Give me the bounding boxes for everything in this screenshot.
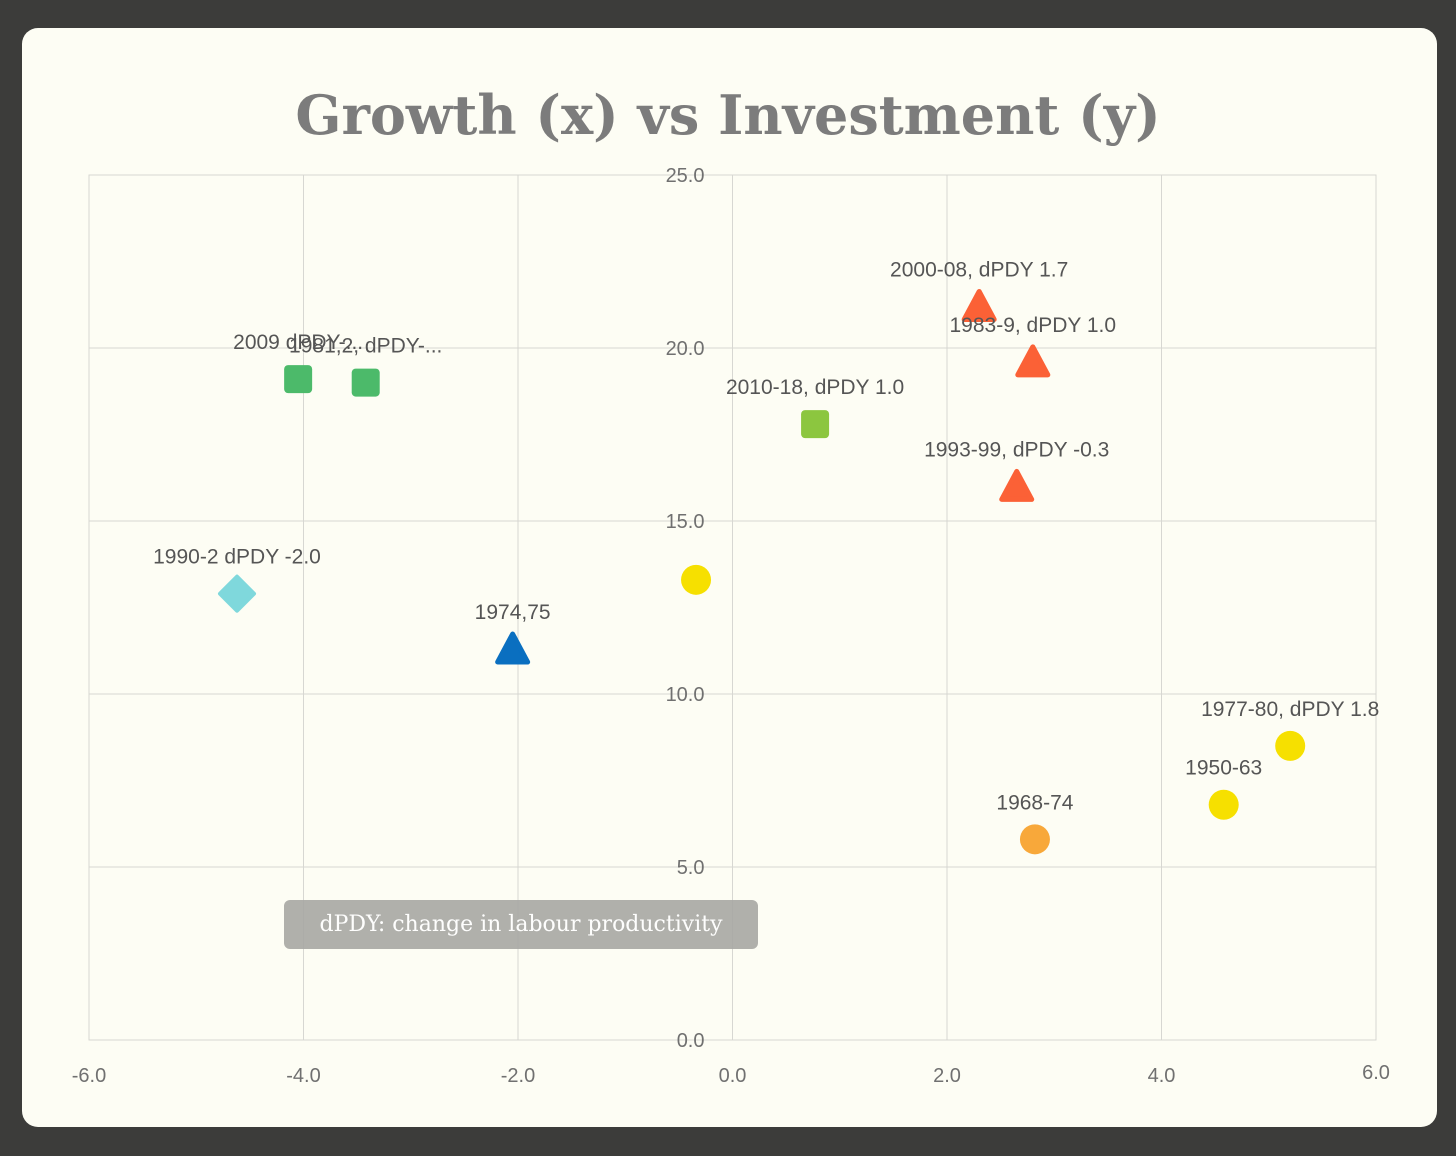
point-label: 1993-99, dPDY -0.3 xyxy=(924,438,1109,461)
data-point xyxy=(1275,730,1306,761)
data-point xyxy=(1019,824,1050,855)
grid xyxy=(88,174,1377,1041)
data-point xyxy=(495,631,531,665)
annotation-box: dPDY: change in labour productivity xyxy=(284,900,758,949)
point-labels: 2000-08, dPDY 1.7 1983-9, dPDY 1.0 1993-99… xyxy=(153,258,1379,814)
y-tick-label: 0.0 xyxy=(677,1030,705,1052)
x-tick-label: -2.0 xyxy=(501,1065,535,1087)
data-point xyxy=(681,564,712,595)
data-point xyxy=(1015,344,1051,378)
data-point xyxy=(1208,789,1239,820)
x-tick-label: 4.0 xyxy=(1148,1065,1176,1087)
point-label: 1983-9, dPDY 1.0 xyxy=(950,314,1117,337)
y-tick-label: 20.0 xyxy=(666,338,705,360)
y-tick-label: 25.0 xyxy=(666,165,705,187)
point-label: 1990-2 dPDY -2.0 xyxy=(153,546,321,569)
data-point xyxy=(351,368,380,397)
data-point xyxy=(218,574,257,613)
point-label: 2010-18, dPDY 1.0 xyxy=(726,376,904,399)
y-tick-label: 15.0 xyxy=(666,511,705,533)
data-points xyxy=(218,288,1306,855)
x-tick-label: -4.0 xyxy=(286,1065,320,1087)
point-label: 2009 dPDY-... xyxy=(233,331,363,354)
x-tick-label: 0.0 xyxy=(719,1065,747,1087)
data-point xyxy=(284,365,313,394)
point-label: 1977-80, dPDY 1.8 xyxy=(1201,698,1379,721)
data-point xyxy=(961,288,997,322)
x-tick-label: 2.0 xyxy=(933,1065,961,1087)
point-label: 1981,2, dPDY-... xyxy=(289,335,442,358)
point-label: 1950-63 xyxy=(1185,757,1262,780)
point-label: 1968-74 xyxy=(996,791,1073,814)
data-point xyxy=(999,468,1035,502)
chart-title: Growth (x) vs Investment (y) xyxy=(295,83,1161,147)
tick-labels: -6.0 -4.0 -2.0 0.0 2.0 4.0 6.00.05.010.015.020… xyxy=(72,165,1390,1087)
y-tick-label: 5.0 xyxy=(677,857,705,879)
x-tick-label: -6.0 xyxy=(72,1065,106,1087)
x-tick-label: 6.0 xyxy=(1362,1062,1390,1084)
y-tick-label: 10.0 xyxy=(666,684,705,706)
point-label: 2000-08, dPDY 1.7 xyxy=(890,258,1068,281)
data-point xyxy=(801,410,830,439)
point-label: 1974,75 xyxy=(475,601,551,624)
